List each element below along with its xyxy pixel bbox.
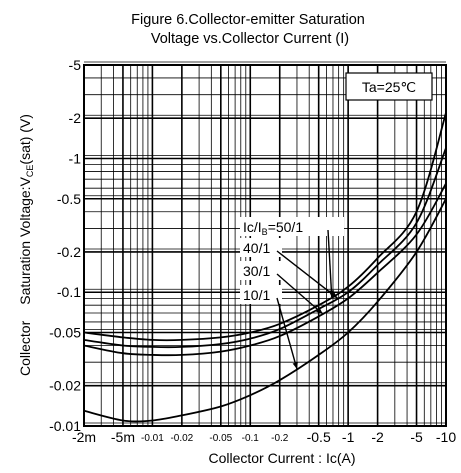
y-tick-label: -5	[69, 57, 82, 73]
x-axis-label: Collector Current : Ic(A)	[208, 450, 355, 466]
x-tick-label: -5m	[111, 429, 135, 445]
y-tick-label: -0.1	[57, 284, 81, 300]
series-line	[83, 112, 447, 342]
series-label-bg	[240, 261, 282, 280]
y-tick-label: -0.02	[49, 378, 81, 394]
x-tick-label: -0.5	[307, 429, 331, 445]
series-label-layer: Ic/IB=50/1 40/1 30/1 10/1	[240, 217, 344, 370]
x-tick-label: -0.02	[170, 433, 193, 444]
x-tick-labels: -2m -5m -0.01 -0.02 -0.05 -0.1 -0.2 -0.5 -1 -2 -5-…	[72, 429, 456, 445]
x-tick-label: -0.05	[209, 433, 232, 444]
x-tick-label: -2	[371, 429, 384, 445]
series-label-bg	[240, 217, 344, 236]
y-tick-label: -0.01	[49, 418, 81, 434]
series-line	[83, 198, 447, 423]
series-label: 40/1	[243, 240, 270, 256]
series-label-bg	[240, 238, 282, 257]
series-layer	[83, 112, 447, 423]
series-label-sub: B	[262, 227, 268, 237]
series-leader-line	[327, 229, 333, 298]
temperature-annotation: Ta=25℃	[362, 79, 416, 95]
y-tick-label: -2	[69, 110, 82, 126]
series-label: 10/1	[243, 287, 270, 303]
y-axis-label-part3: (sat) (V)	[17, 114, 33, 165]
y-tick-label: -0.05	[49, 325, 81, 341]
series-leader-arrow	[316, 307, 323, 314]
x-tick-label: -10	[436, 429, 456, 445]
y-tick-label: -1	[69, 150, 82, 166]
x-tick-label: -0.01	[141, 433, 164, 444]
y-tick-label: -0.2	[57, 244, 81, 260]
series-leader-arrow	[330, 292, 338, 299]
series-label-main: Ic/I	[243, 219, 262, 235]
x-tick-label: -2m	[72, 429, 96, 445]
y-axis-label: Collector Saturation Voltage:VCE(sat) (V)	[17, 114, 35, 376]
series-line	[83, 147, 447, 349]
series-leader-line	[276, 297, 298, 370]
plot-frame	[83, 64, 447, 427]
chart-title-line2: Voltage vs.Collector Current (I)	[151, 31, 349, 47]
series-label: Ic/IB=50/1	[243, 219, 303, 237]
chart-title-line1: Figure 6.Collector-emitter Saturation	[131, 12, 365, 28]
annotation-box	[345, 72, 433, 101]
series-label: 30/1	[243, 263, 270, 279]
series-label-bg	[240, 285, 282, 304]
x-tick-label: -5	[410, 429, 423, 445]
series-line	[83, 183, 447, 357]
y-axis-label-part1: Collector	[17, 320, 33, 376]
y-tick-label: -0.5	[57, 191, 81, 207]
series-leader-line	[276, 250, 339, 299]
y-tick-labels: -0.01 -0.02 -0.05 -0.1 -0.2 -0.5 -1 -2 -5	[49, 57, 81, 434]
series-leader-line	[276, 273, 324, 315]
x-tick-label: -1	[342, 429, 355, 445]
y-axis-label-part2: Saturation Voltage:V	[17, 176, 33, 304]
y-axis-label-sub: CE	[25, 165, 35, 178]
series-leader-arrow	[292, 362, 298, 370]
series-label-tail: =50/1	[268, 219, 304, 235]
x-tick-label: -0.1	[242, 433, 260, 444]
x-tick-label: -0.2	[271, 433, 289, 444]
